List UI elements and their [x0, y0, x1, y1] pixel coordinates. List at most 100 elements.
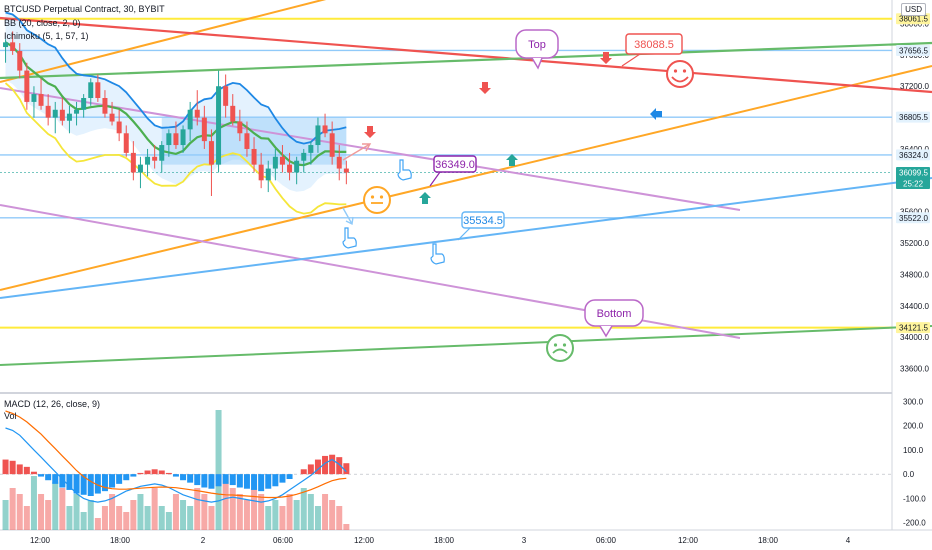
candle-body: [24, 70, 30, 102]
volume-bar: [272, 500, 279, 530]
drawing-lines[interactable]: [0, 0, 932, 366]
volume-bar: [329, 500, 336, 530]
macd-histogram-bar: [251, 474, 258, 490]
candle-body: [3, 42, 9, 48]
candles: [3, 31, 349, 196]
candle-body: [244, 133, 250, 149]
volume-bar: [322, 494, 329, 530]
macd-histogram-bar: [286, 474, 293, 479]
candle-body: [130, 152, 136, 173]
price-tag-label: 34121.5: [899, 324, 928, 333]
volume-bar: [80, 512, 87, 530]
price-tag-label: 38061.5: [899, 15, 928, 24]
annotation-marks[interactable]: Top Bottom 38088.5 36349.0 35534.5: [342, 29, 694, 362]
time-tick-label: 2: [201, 536, 206, 545]
trend-line-orange-top: [0, 0, 327, 83]
currency-badge[interactable]: USD: [901, 3, 926, 16]
candle-body: [17, 50, 23, 71]
bottom-balloon: [584, 299, 644, 327]
volume-bar: [172, 494, 179, 530]
candle-body: [88, 82, 94, 98]
smiley-happy-eye: [682, 69, 687, 73]
price-tick-label: 34400.0: [900, 302, 929, 311]
volume-bar: [130, 500, 137, 530]
arrow-left-icon: [650, 108, 662, 120]
macd-line: [5, 427, 347, 503]
candle-body: [322, 125, 328, 134]
macd-histogram-bar: [329, 454, 336, 475]
price-tick-label: 37200.0: [900, 82, 929, 91]
callout-pointer-top: [621, 53, 641, 67]
macd-histogram-bar: [307, 464, 314, 475]
macd-histogram-bar: [30, 471, 37, 475]
legend-main[interactable]: BTCUSD Perpetual Contract, 30, BYBIT: [4, 4, 165, 14]
trend-line-purple-top: [0, 87, 741, 211]
macd-histogram-bar: [314, 459, 321, 475]
volume-bar: [236, 494, 243, 530]
volume-bar: [151, 488, 158, 530]
volume-bar: [251, 488, 258, 530]
legend-bb[interactable]: BB (20, close, 2, 0): [4, 18, 81, 28]
candle-body: [279, 156, 285, 165]
macd-histogram-bar: [137, 472, 144, 475]
smiley-sad-eye: [562, 343, 567, 347]
legend-macd[interactable]: MACD (12, 26, close, 9): [4, 399, 101, 409]
volume-bar: [201, 494, 208, 530]
price-tick-label: 35600.0: [900, 208, 929, 217]
bollinger-band-fill: [5, 12, 347, 192]
candle-body: [66, 113, 72, 121]
macd-histogram-bar: [101, 474, 108, 492]
smiley-neutral-eye: [370, 195, 375, 199]
trend-line-orange: [0, 65, 932, 291]
candle-body: [258, 164, 264, 181]
trend-line-blue: [0, 177, 932, 299]
arrow-up-icon: [506, 154, 518, 166]
signal-line: [5, 410, 347, 499]
trend-line-red: [0, 16, 932, 94]
hand-pointer-icon: [342, 227, 357, 249]
price-tick-label: 34000.0: [900, 333, 929, 342]
volume-bar: [38, 494, 45, 530]
macd-histogram-bar: [87, 474, 94, 496]
trend-line-green-bottom: [0, 325, 932, 366]
price-callout-low-box: [461, 211, 505, 229]
candle-body: [59, 109, 65, 121]
legend-vol[interactable]: Vol: [4, 411, 17, 421]
macd-histogram-bar: [279, 474, 286, 483]
candle-body: [301, 152, 307, 161]
volume-bar: [229, 488, 236, 530]
smiley-happy-mouth: [671, 76, 689, 83]
volume-bar: [208, 506, 215, 530]
price-tag: [896, 322, 930, 334]
macd-histogram-bar: [2, 459, 9, 475]
time-tick-label: 18:00: [758, 536, 779, 545]
macd-histogram-bar: [109, 474, 116, 488]
macd-histogram-bar: [130, 474, 137, 477]
macd-histogram-bar: [116, 474, 123, 484]
macd-histogram-bar: [172, 474, 179, 477]
price-axis[interactable]: 38000.037600.037200.036800.036400.036000…: [896, 13, 930, 373]
macd-histogram-bar: [180, 474, 187, 481]
volume-bar: [265, 506, 272, 530]
volume-bar: [180, 500, 187, 530]
macd-histogram-bar: [258, 474, 265, 492]
macd-histogram-bar: [52, 474, 59, 484]
legend-ichimoku[interactable]: Ichimoku (5, 1, 57, 1): [4, 31, 89, 41]
smiley-neutral-face: [363, 186, 391, 214]
candle-body: [237, 121, 243, 134]
time-axis[interactable]: 12:00 18:00 2 06:00 12:00 18:00 3 06:00 12:00 18:…: [30, 536, 851, 545]
time-tick-label: 06:00: [596, 536, 617, 545]
volume-bar: [343, 524, 350, 530]
macd-histogram-bar: [336, 457, 343, 475]
macd-histogram-bar: [165, 472, 172, 475]
candle-body: [315, 125, 321, 146]
candle-body: [38, 94, 44, 106]
price-tag: [896, 167, 930, 190]
callout-pointer-low: [457, 227, 471, 241]
price-tag: [896, 111, 930, 123]
macd-histogram-bar: [80, 474, 87, 495]
macd-histogram-bar: [158, 470, 165, 475]
macd-histogram-bar: [194, 474, 201, 486]
candle-body: [265, 168, 271, 181]
